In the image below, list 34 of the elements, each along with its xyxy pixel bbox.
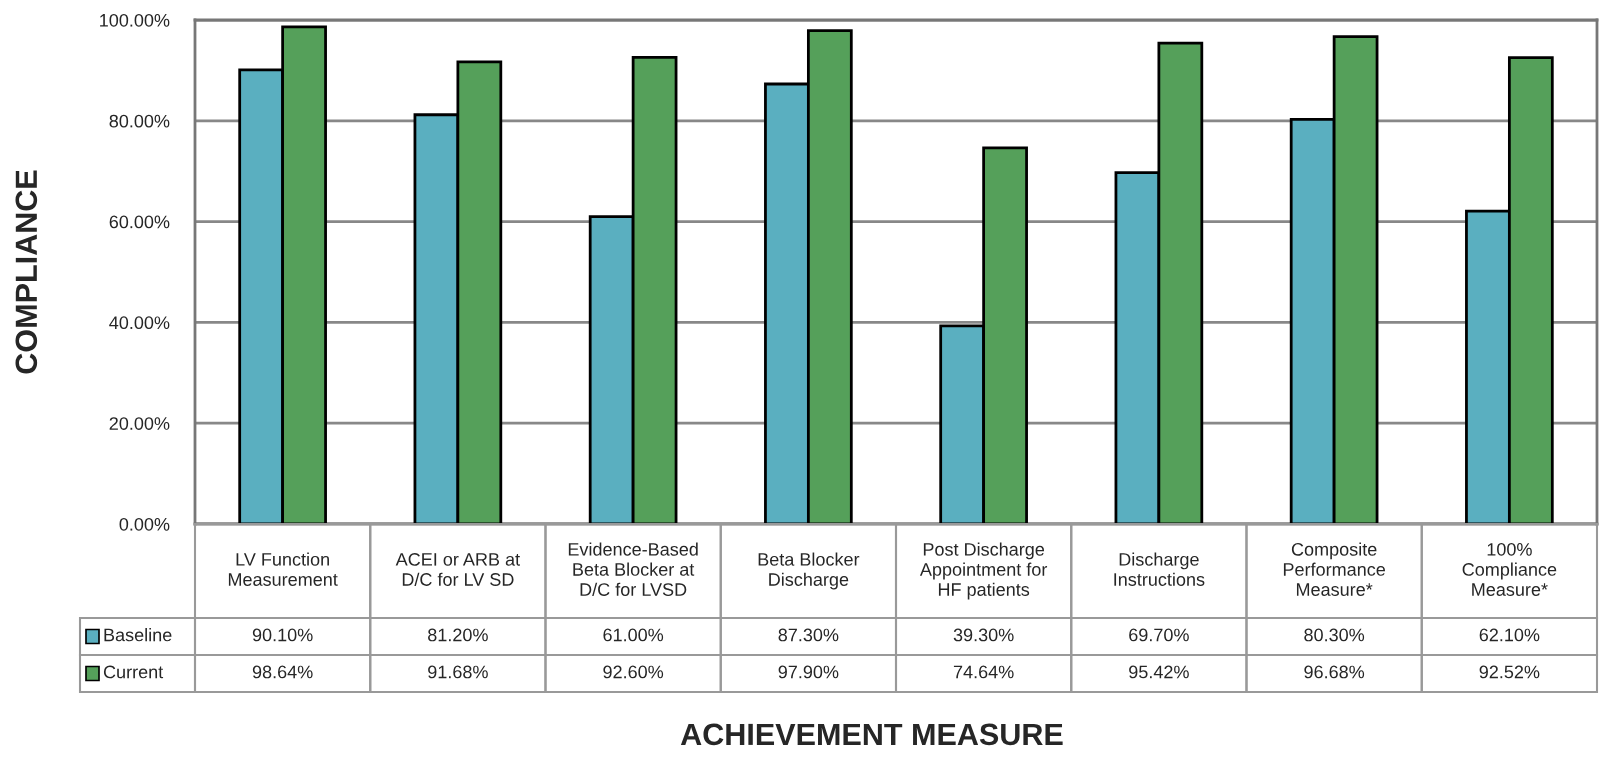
data-label: 95.42% <box>1129 665 1189 679</box>
data-label: 39.30% <box>953 628 1014 642</box>
legend-label: Baseline <box>104 628 172 642</box>
y-tick-label: 100.00% <box>100 13 170 27</box>
data-label: 98.64% <box>252 665 313 679</box>
x-tick-label: 100% Compliance Measure* <box>1462 542 1557 596</box>
x-tick-label: Discharge Instructions <box>1114 552 1205 586</box>
data-label: 91.68% <box>428 665 488 679</box>
data-label: 97.90% <box>778 665 839 679</box>
y-tick-label: 0.00% <box>119 517 170 531</box>
data-label: 90.10% <box>252 628 313 642</box>
data-label: 61.00% <box>603 628 664 642</box>
y-tick-label: 20.00% <box>109 417 170 430</box>
data-label: 81.20% <box>428 628 488 642</box>
data-label: 96.68% <box>1304 665 1365 679</box>
x-tick-label: Beta Blocker Discharge <box>758 552 860 590</box>
data-label: 62.10% <box>1479 628 1540 642</box>
y-tick-label: 40.00% <box>109 316 170 330</box>
x-tick-label: Composite Performance Measure* <box>1283 542 1386 596</box>
y-tick-label: 80.00% <box>109 114 170 128</box>
legend-label: Current <box>103 665 164 679</box>
y-axis-title: COMPLIANCE <box>15 170 38 374</box>
data-label: 69.70% <box>1129 628 1189 642</box>
data-label: 87.30% <box>778 628 839 642</box>
data-label: 80.30% <box>1304 628 1365 642</box>
x-tick-label: LV Function Measurement <box>228 552 338 586</box>
data-label: 74.64% <box>953 665 1014 679</box>
y-tick-label: 60.00% <box>109 215 170 229</box>
x-tick-label: ACEI or ARB at D/C for LV SD <box>395 553 520 586</box>
x-tick-label: Evidence-Based Beta Blocker at D/C for LVSD <box>568 542 698 596</box>
data-label: 92.60% <box>603 665 664 679</box>
x-tick-label: Post Discharge Appointment for HF patients <box>919 542 1048 600</box>
data-label: 92.52% <box>1479 665 1540 679</box>
x-axis-title: ACHIEVEMENT MEASURE <box>680 723 1063 746</box>
